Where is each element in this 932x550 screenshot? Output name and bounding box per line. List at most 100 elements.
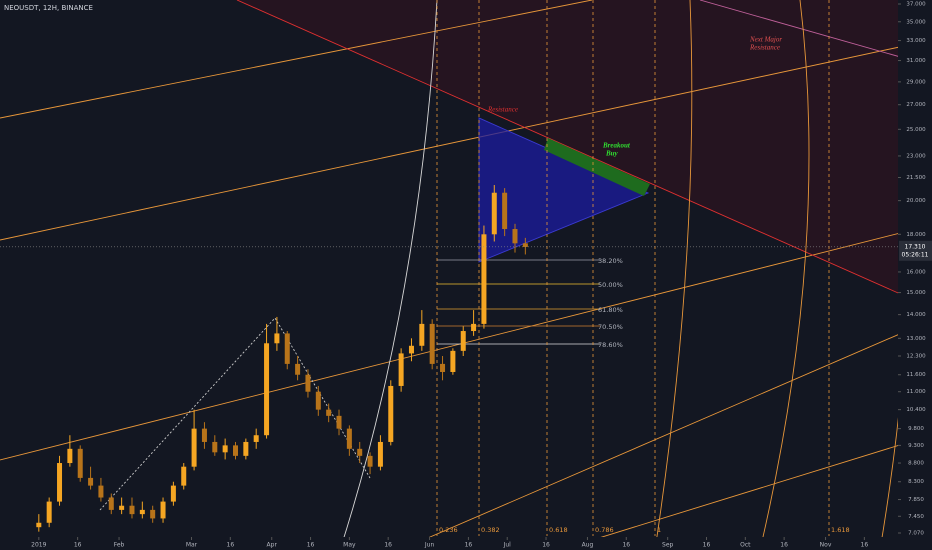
candle-body — [408, 345, 414, 354]
fib-time-labels: 0.236 0.382 0.618 0.786 1 1.618 — [439, 526, 850, 534]
candle-body — [253, 435, 259, 442]
candle-body — [295, 363, 301, 375]
y-tick-label: 12.300 — [906, 354, 926, 360]
x-tick-label: Mar — [186, 542, 198, 549]
candle-body — [512, 229, 518, 244]
candle-body — [181, 466, 187, 486]
x-tick-label: 2019 — [31, 542, 46, 549]
fib-time-label: 1 — [657, 526, 661, 534]
resistance-line — [236, 0, 932, 309]
x-tick-label: Feb — [114, 542, 125, 549]
candle-body — [108, 497, 114, 510]
y-tick-label: 10.400 — [906, 407, 926, 413]
candle-body — [491, 192, 497, 235]
x-tick-label: 16 — [780, 542, 788, 549]
fib-label: 38.20% — [598, 257, 623, 265]
fib-time-label: 0.786 — [595, 526, 614, 534]
candle-body — [36, 522, 42, 528]
candle-body — [160, 501, 166, 519]
y-tick-label: 9.800 — [908, 426, 924, 432]
candle-body — [201, 428, 207, 442]
candle-body — [305, 374, 311, 392]
candle-body — [284, 333, 290, 364]
candle-body — [460, 331, 466, 351]
x-tick-label: Jun — [424, 542, 435, 549]
x-tick-label: 16 — [384, 542, 392, 549]
last-price-label: 17.310 — [905, 243, 926, 250]
fib-retracement: 38.20% 50.00% 61.80% 70.50% 78.60% — [437, 257, 623, 349]
y-tick-label: 13.000 — [906, 336, 926, 342]
candle-body — [481, 234, 487, 324]
y-tick-label: 20.000 — [906, 198, 926, 204]
candle-body — [222, 445, 228, 453]
x-tick-label: 16 — [861, 542, 869, 549]
candle-body — [429, 323, 435, 364]
candle-body — [88, 477, 94, 486]
fib-label: 78.60% — [598, 341, 623, 349]
channel-line — [0, 39, 932, 241]
candle-body — [129, 505, 135, 515]
candle-body — [346, 428, 352, 449]
x-tick-label: Nov — [820, 542, 832, 549]
x-tick-label: May — [343, 542, 356, 549]
channel-line — [0, 224, 932, 461]
arc — [339, 0, 438, 550]
x-tick-label: 16 — [622, 542, 630, 549]
y-tick-label: 25.000 — [906, 127, 926, 133]
candles — [36, 185, 528, 532]
last-price-box — [899, 240, 932, 261]
fib-time-label: 0.382 — [481, 526, 500, 534]
candle-body — [336, 415, 342, 429]
x-tick-label: Oct — [740, 542, 751, 549]
candle-body — [377, 441, 383, 467]
y-tick-label: 37.000 — [906, 2, 926, 8]
fib-label: 50.00% — [598, 281, 623, 289]
candle-body — [367, 455, 373, 467]
x-tick-label: Aug — [582, 542, 594, 549]
x-tick-label: Jul — [503, 542, 512, 549]
y-tick-label: 11.600 — [906, 372, 926, 378]
candle-body — [522, 243, 528, 247]
candle-body — [315, 391, 321, 410]
x-tick-label: Sep — [662, 542, 674, 549]
breakout-box — [544, 138, 650, 196]
candle-body — [170, 485, 176, 502]
y-tick-label: 7.450 — [908, 514, 924, 520]
candle-body — [212, 441, 218, 453]
fib-label: 61.80% — [598, 306, 623, 314]
candle-body — [274, 333, 280, 344]
candle-body — [243, 441, 249, 456]
channel-line — [0, 0, 593, 119]
fib-time — [436, 0, 830, 536]
candle-body — [502, 192, 508, 230]
annotation: Buy — [605, 150, 619, 158]
arc — [654, 0, 693, 550]
y-tick-label: 9.300 — [908, 443, 924, 449]
candle-body — [57, 463, 63, 502]
time-axis — [0, 537, 932, 550]
candle-body — [46, 501, 52, 523]
x-tick-label: 16 — [542, 542, 550, 549]
candle-body — [264, 343, 270, 436]
candle-body — [67, 448, 73, 464]
chart-title: NEOUSDT, 12H, BINANCE — [4, 4, 93, 12]
arc — [759, 0, 810, 550]
candle-body — [98, 485, 104, 498]
candle-body — [150, 509, 156, 519]
y-tick-label: 21.500 — [906, 175, 926, 181]
y-tick-label: 35.000 — [906, 19, 926, 25]
fib-time-label: 0.236 — [439, 526, 458, 534]
fib-time-label: 0.618 — [549, 526, 568, 534]
x-tick-label: 16 — [465, 542, 473, 549]
annotation: Breakout — [602, 142, 631, 150]
x-tick-label: 16 — [227, 542, 235, 549]
y-tick-label: 23.000 — [906, 153, 926, 159]
y-tick-label: 15.000 — [906, 290, 926, 296]
y-tick-label: 16.000 — [906, 269, 926, 275]
candle-body — [77, 448, 83, 478]
candle-body — [357, 448, 363, 456]
candle-body — [191, 428, 197, 467]
x-tick-label: Apr — [267, 542, 278, 549]
